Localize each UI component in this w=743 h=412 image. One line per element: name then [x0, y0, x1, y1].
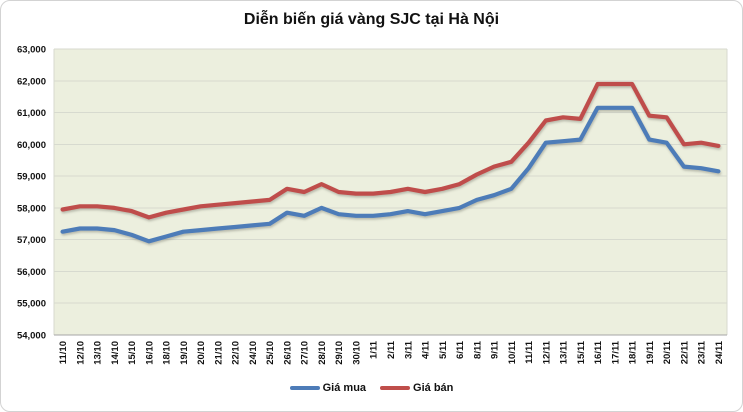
- x-tick-label: 11/10: [58, 341, 69, 364]
- x-tick-label: 4/11: [421, 340, 432, 359]
- y-tick-label: 56,000: [17, 267, 46, 278]
- x-tick-label: 10/11: [507, 340, 518, 364]
- gia-mua-line-swatch-icon: [289, 385, 320, 391]
- x-tick-label: 15/10: [127, 341, 138, 365]
- x-tick-label: 20/10: [196, 341, 207, 365]
- x-tick-label: 9/11: [490, 340, 501, 359]
- x-tick-label: 16/10: [144, 341, 155, 365]
- x-tick-label: 3/11: [403, 340, 414, 359]
- x-tick-label: 13/11: [559, 340, 570, 364]
- x-tick-label: 20/11: [662, 340, 673, 364]
- x-tick-label: 23/11: [697, 340, 708, 364]
- x-tick-label: 12/10: [75, 341, 86, 365]
- legend-label-gia-ban: Giá bán: [413, 382, 454, 394]
- x-tick-label: 5/11: [438, 340, 449, 359]
- x-tick-label: 17/11: [610, 340, 621, 364]
- x-tick-label: 24/10: [248, 341, 259, 365]
- x-tick-label: 19/11: [645, 340, 656, 364]
- x-tick-label: 1/11: [369, 340, 380, 359]
- x-tick-label: 30/10: [351, 341, 362, 365]
- x-tick-label: 16/11: [593, 340, 604, 364]
- legend-item-gia-mua: Giá mua: [289, 382, 367, 394]
- x-tick-label: 18/10: [162, 341, 173, 365]
- x-tick-label: 6/11: [455, 340, 466, 359]
- x-tick-label: 27/10: [300, 341, 311, 365]
- x-tick-label: 2/11: [386, 340, 397, 359]
- x-tick-label: 22/11: [679, 340, 690, 364]
- y-tick-label: 62,000: [17, 76, 46, 87]
- x-tick-label: 12/11: [541, 340, 552, 364]
- y-tick-label: 55,000: [17, 299, 46, 310]
- x-tick-label: 19/10: [179, 341, 190, 365]
- legend-label-gia-mua: Giá mua: [322, 382, 367, 394]
- x-tick-label: 28/10: [317, 341, 328, 365]
- x-tick-label: 13/10: [93, 341, 104, 365]
- x-tick-label: 15/11: [576, 340, 587, 364]
- y-tick-label: 58,000: [17, 203, 46, 214]
- x-tick-label: 26/10: [282, 341, 293, 365]
- y-tick-label: 61,000: [17, 108, 46, 119]
- y-tick-label: 54,000: [17, 331, 46, 342]
- legend-item-gia-ban: Giá bán: [380, 382, 453, 394]
- chart-legend: Giá mua Giá bán: [1, 382, 742, 394]
- x-tick-label: 18/11: [628, 340, 639, 364]
- series-line-gia-ban: [60, 81, 721, 220]
- x-tick-label: 21/10: [213, 341, 224, 365]
- gia-ban-line-swatch-icon: [380, 385, 411, 391]
- y-tick-label: 63,000: [17, 45, 46, 56]
- series-line-gia-mua: [60, 105, 721, 244]
- y-tick-label: 57,000: [17, 235, 46, 246]
- x-tick-label: 24/11: [714, 340, 725, 364]
- x-tick-label: 22/10: [231, 341, 242, 365]
- chart-title: Diễn biến giá vàng SJC tại Hà Nội: [243, 11, 500, 28]
- y-tick-label: 60,000: [17, 140, 46, 151]
- x-tick-label: 11/11: [524, 340, 535, 363]
- x-tick-label: 14/10: [110, 341, 121, 365]
- y-tick-label: 59,000: [17, 172, 46, 183]
- x-tick-label: 25/10: [265, 341, 276, 365]
- x-tick-label: 29/10: [334, 341, 345, 365]
- x-tick-label: 8/11: [472, 340, 483, 359]
